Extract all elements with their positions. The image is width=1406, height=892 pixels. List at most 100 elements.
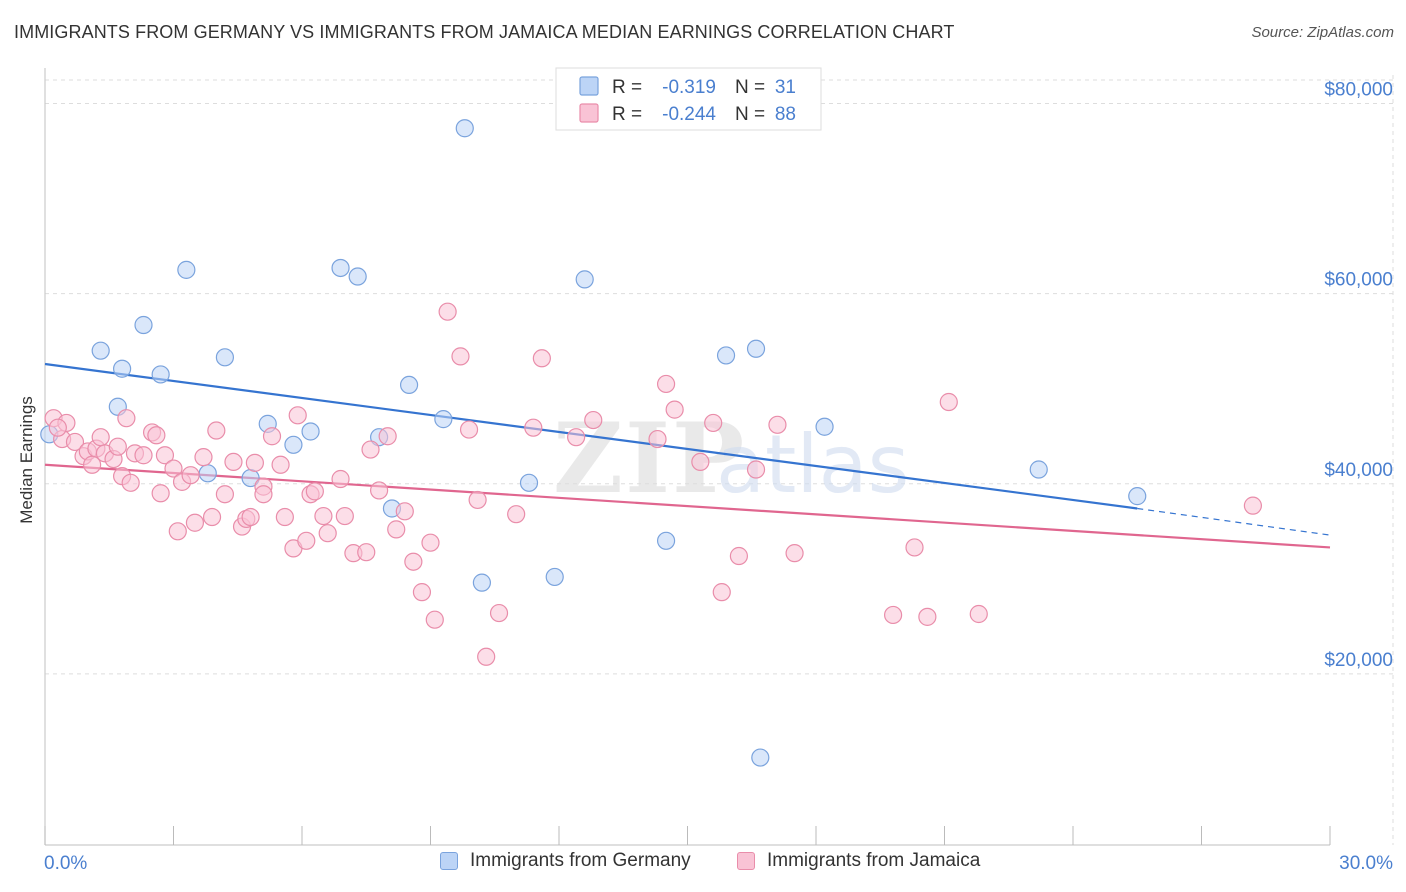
stats-r-value-jamaica: -0.244: [662, 104, 716, 125]
jamaica-point: [532, 349, 551, 368]
jamaica-point: [155, 446, 175, 465]
jamaica-point: [151, 484, 170, 503]
y-tick-label: $40,000: [1324, 460, 1393, 481]
jamaica-point: [91, 428, 110, 447]
germany-point: [751, 748, 770, 767]
jamaica-point: [656, 374, 676, 394]
y-tick-label: $20,000: [1324, 650, 1393, 671]
jamaica-point: [134, 446, 153, 465]
trend-line-germany-extrapolated: [1137, 507, 1331, 536]
jamaica-point: [1243, 496, 1263, 515]
jamaica-point: [404, 552, 423, 571]
jamaica-point: [468, 490, 487, 510]
bottom-legend: Immigrants from Germany Immigrants from …: [0, 850, 1406, 880]
jamaica-point: [121, 473, 140, 492]
germany-point: [301, 422, 320, 441]
jamaica-point: [207, 421, 226, 440]
y-axis-label: Median Earnings: [17, 396, 36, 524]
germany-point: [716, 346, 736, 365]
germany-point: [815, 417, 834, 436]
jamaica-point: [378, 427, 397, 446]
jamaica-point: [357, 543, 376, 562]
germany-point: [215, 348, 234, 367]
germany-point: [575, 270, 594, 289]
stats-n-label-jamaica: N =: [735, 104, 765, 125]
watermark-layer: ZIPatlas: [553, 402, 909, 515]
jamaica-point: [648, 429, 667, 449]
jamaica-point: [370, 481, 389, 500]
jamaica-point: [524, 418, 543, 437]
jamaica-point: [164, 459, 183, 478]
jamaica-point: [883, 605, 903, 625]
jamaica-point: [729, 546, 749, 566]
legend-item-germany[interactable]: Immigrants from Germany: [440, 850, 691, 872]
jamaica-point: [459, 420, 479, 439]
legend-label-germany: Immigrants from Germany: [470, 850, 691, 871]
jamaica-point: [361, 440, 380, 459]
jamaica-point: [425, 610, 444, 629]
jamaica-point: [147, 426, 166, 445]
legend-swatch-jamaica: [737, 852, 755, 870]
jamaica-point: [83, 455, 102, 474]
stats-r-value-germany: -0.319: [662, 77, 716, 98]
stats-n-value-germany: 31: [775, 77, 796, 98]
jamaica-point: [194, 448, 213, 467]
jamaica-point: [712, 583, 731, 602]
jamaica-point: [584, 410, 603, 430]
jamaica-point: [905, 538, 924, 557]
jamaica-point: [262, 427, 282, 446]
jamaica-point: [567, 428, 586, 447]
jamaica-point: [314, 506, 333, 526]
germany-point: [455, 119, 474, 138]
jamaica-point: [241, 507, 260, 527]
germany-point: [656, 531, 676, 550]
jamaica-point: [412, 583, 432, 602]
stats-n-value-jamaica: 88: [775, 104, 796, 125]
x-tick-label-min: 0.0%: [44, 853, 87, 874]
germany-point: [545, 567, 564, 587]
source-credit: Source: ZipAtlas.com: [1251, 24, 1394, 41]
y-tick-label: $60,000: [1324, 270, 1393, 291]
stats-swatch-germany: [579, 76, 599, 96]
jamaica-point: [185, 513, 205, 532]
germany-point: [746, 339, 766, 358]
germany-point: [331, 258, 350, 278]
jamaica-point: [969, 604, 988, 624]
jamaica-point: [65, 432, 85, 452]
germany-point: [348, 267, 367, 286]
jamaica-point: [438, 302, 457, 321]
germany-point: [198, 464, 217, 483]
germany-point: [151, 365, 170, 384]
jamaica-point: [331, 469, 350, 489]
jamaica-point: [305, 482, 324, 501]
jamaica-point: [489, 603, 509, 623]
germany-point: [1128, 487, 1147, 506]
legend-item-jamaica[interactable]: Immigrants from Jamaica: [737, 850, 980, 872]
germany-point: [519, 473, 539, 492]
legend-swatch-germany: [440, 852, 458, 870]
point-layer: [40, 119, 1263, 767]
stats-box: [555, 67, 822, 131]
jamaica-point: [245, 453, 264, 472]
jamaica-point: [691, 452, 710, 472]
stats-swatch-jamaica: [579, 103, 599, 123]
jamaica-point: [117, 409, 136, 428]
germany-point: [284, 435, 303, 454]
jamaica-point: [275, 507, 294, 527]
germany-point: [177, 260, 196, 279]
germany-point: [399, 375, 419, 395]
jamaica-point: [108, 437, 127, 456]
jamaica-point: [746, 460, 766, 479]
chart-title: IMMIGRANTS FROM GERMANY VS IMMIGRANTS FR…: [14, 22, 955, 42]
jamaica-point: [704, 413, 723, 433]
jamaica-point: [335, 506, 354, 526]
jamaica-point: [271, 455, 290, 474]
y-tick-label: $80,000: [1324, 80, 1393, 101]
jamaica-point: [395, 502, 414, 521]
label-layer: $20,000 $40,000 $60,000 $80,000 0.0% 30.0% Med…: [17, 80, 1393, 874]
jamaica-point: [918, 607, 937, 626]
jamaica-point: [202, 507, 222, 527]
jamaica-point: [768, 415, 787, 434]
germany-point: [434, 410, 453, 429]
